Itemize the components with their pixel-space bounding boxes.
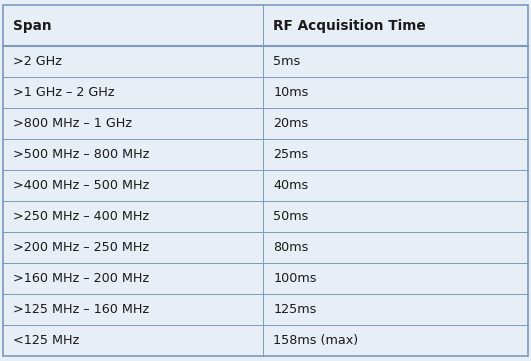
Text: >250 MHz – 400 MHz: >250 MHz – 400 MHz [13, 210, 149, 223]
Text: >1 GHz – 2 GHz: >1 GHz – 2 GHz [13, 86, 115, 99]
Text: 25ms: 25ms [273, 148, 309, 161]
Text: 50ms: 50ms [273, 210, 309, 223]
Text: >500 MHz – 800 MHz: >500 MHz – 800 MHz [13, 148, 150, 161]
Text: RF Acquisition Time: RF Acquisition Time [273, 18, 426, 32]
Text: 40ms: 40ms [273, 179, 309, 192]
Text: >160 MHz – 200 MHz: >160 MHz – 200 MHz [13, 271, 149, 284]
Text: 10ms: 10ms [273, 86, 309, 99]
Text: >800 MHz – 1 GHz: >800 MHz – 1 GHz [13, 117, 132, 130]
Text: 5ms: 5ms [273, 55, 301, 68]
Text: <125 MHz: <125 MHz [13, 334, 80, 347]
Text: 80ms: 80ms [273, 241, 309, 254]
Text: 158ms (max): 158ms (max) [273, 334, 358, 347]
Text: >125 MHz – 160 MHz: >125 MHz – 160 MHz [13, 303, 149, 316]
Text: >200 MHz – 250 MHz: >200 MHz – 250 MHz [13, 241, 149, 254]
Text: >2 GHz: >2 GHz [13, 55, 62, 68]
Text: 125ms: 125ms [273, 303, 317, 316]
Text: >400 MHz – 500 MHz: >400 MHz – 500 MHz [13, 179, 150, 192]
Text: 100ms: 100ms [273, 271, 317, 284]
Text: 20ms: 20ms [273, 117, 309, 130]
Text: Span: Span [13, 18, 52, 32]
